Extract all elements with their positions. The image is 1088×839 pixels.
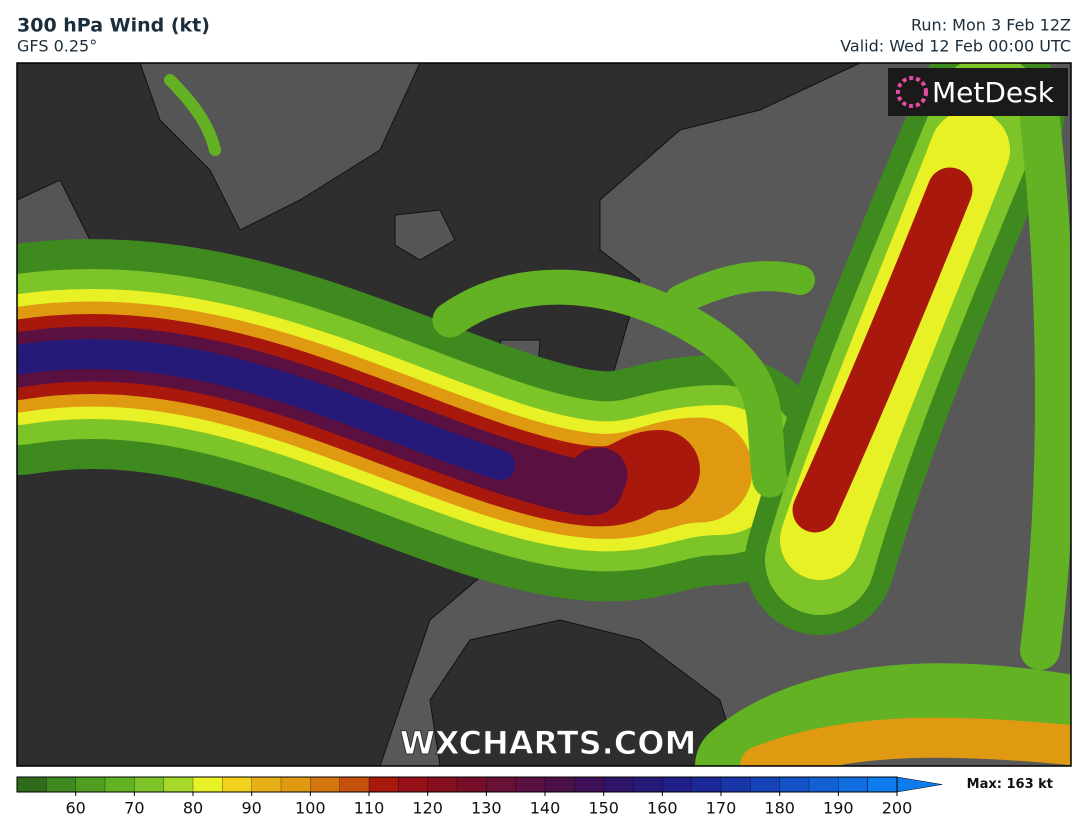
- colorbar-bin: [662, 776, 693, 793]
- colorbar-bin: [134, 776, 165, 793]
- colorbar-tick-label: 110: [354, 799, 385, 818]
- colorbar-frame: [16, 776, 898, 793]
- max-label: Max: 163 kt: [967, 777, 1053, 792]
- colorbar-bin: [515, 776, 546, 793]
- colorbar-bin: [75, 776, 106, 793]
- colorbar-bin: [691, 776, 722, 793]
- colorbar-tick-label: 160: [647, 799, 678, 818]
- colorbar-tick-label: 90: [241, 799, 261, 818]
- colorbar-bin: [456, 776, 487, 793]
- colorbar-tick-label: 80: [183, 799, 203, 818]
- colorbar-bin: [192, 776, 223, 793]
- colorbar-tick-label: 120: [412, 799, 443, 818]
- colorbar-tick-label: 150: [588, 799, 619, 818]
- colorbar-bin: [368, 776, 399, 793]
- colorbar-bin: [750, 776, 781, 793]
- colorbar-tick-label: 100: [295, 799, 326, 818]
- colorbar-bin: [16, 776, 47, 793]
- colorbar-bin: [46, 776, 77, 793]
- colorbar-arrow: [867, 776, 943, 793]
- colorbar-bin: [310, 776, 341, 793]
- colorbar-tick-label: 190: [823, 799, 854, 818]
- run: Run: Mon 3 Feb 12Z: [911, 16, 1071, 35]
- colorbar-bin: [104, 776, 135, 793]
- colorbar-tick-label: 70: [124, 799, 144, 818]
- colorbar-bin: [280, 776, 311, 793]
- colorbar-tick-label: 60: [65, 799, 85, 818]
- colorbar-bin: [486, 776, 517, 793]
- colorbar-bin: [632, 776, 663, 793]
- colorbar-tick-label: 200: [882, 799, 913, 818]
- logo: MetDesk: [932, 76, 1055, 109]
- watermark: WXCHARTS.COM: [400, 724, 697, 762]
- colorbar-bin: [574, 776, 605, 793]
- colorbar-tick-label: 180: [764, 799, 795, 818]
- colorbar-bin: [720, 776, 751, 793]
- model: GFS 0.25°: [17, 37, 97, 56]
- colorbar-bin: [163, 776, 194, 793]
- colorbar-bin: [339, 776, 370, 793]
- colorbar-bin: [222, 776, 253, 793]
- colorbar-tick-label: 140: [530, 799, 561, 818]
- valid: Valid: Wed 12 Feb 00:00 UTC: [840, 37, 1071, 56]
- colorbar-bin: [838, 776, 869, 793]
- colorbar-bin: [603, 776, 634, 793]
- colorbar-bin: [544, 776, 575, 793]
- colorbar-tick-label: 130: [471, 799, 502, 818]
- colorbar-bin: [398, 776, 429, 793]
- colorbar-bin: [808, 776, 839, 793]
- colorbar-bin: [251, 776, 282, 793]
- colorbar-bin: [779, 776, 810, 793]
- colorbar-bin: [427, 776, 458, 793]
- colorbar: 60 70 80 90 100 110 120 130 140 150 160 170 180 190 20…: [16, 776, 1053, 818]
- colorbar-tick-label: 170: [706, 799, 737, 818]
- title: 300 hPa Wind (kt): [17, 15, 210, 37]
- map: MetDesk WXCHARTS.COM: [17, 63, 1071, 766]
